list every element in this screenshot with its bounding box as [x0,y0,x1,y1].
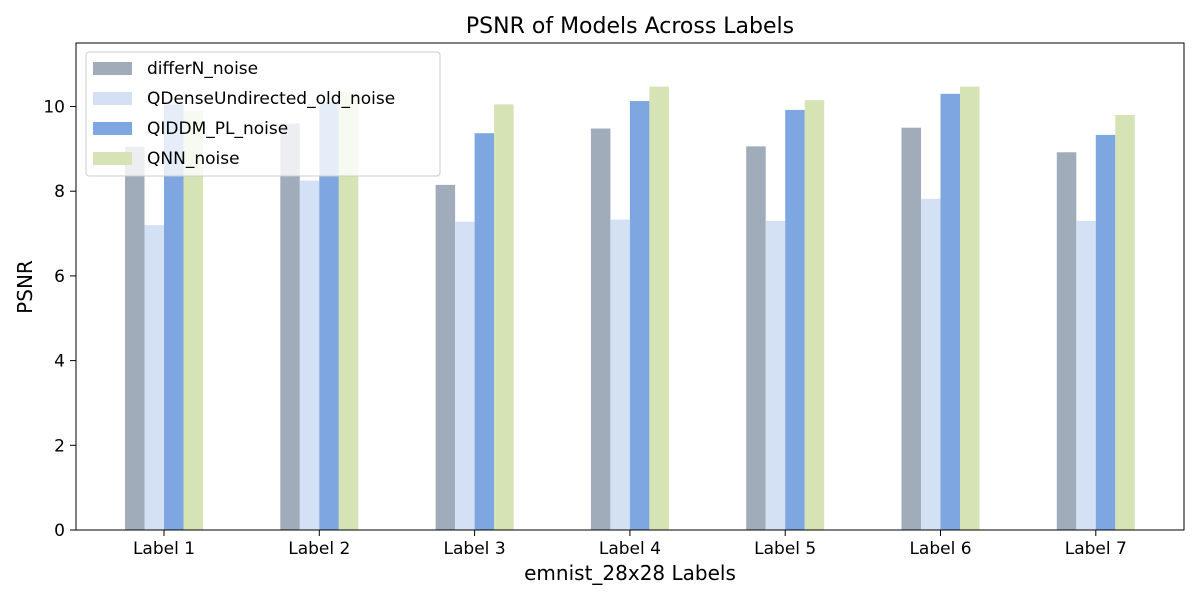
plot-frame [75,42,1185,531]
bar-QIDDM_PL_noise-1 [319,102,339,530]
x-tick-label: Label 1 [133,539,195,559]
bar-differN_noise-6 [1056,152,1077,530]
bar-QNN_noise-1 [338,91,359,530]
bar-QDenseUndirected_old_noise-5 [921,198,941,530]
y-tick-label: 4 [54,352,65,372]
legend-label: QIDDM_PL_noise [147,119,288,139]
bar-differN_noise-2 [435,184,456,530]
bar-QIDDM_PL_noise-5 [940,93,960,530]
bar-differN_noise-5 [901,127,921,530]
legend-box [85,51,441,177]
legend-label: QNN_noise [147,149,240,169]
bar-QDenseUndirected_old_noise-0 [144,225,164,530]
bar-QIDDM_PL_noise-2 [474,133,495,530]
bar-QNN_noise-4 [804,100,825,531]
bar-group [125,86,1135,531]
x-tick-label: Label 4 [599,539,661,559]
bar-QNN_noise-6 [1115,114,1135,531]
bar-QDenseUndirected_old_noise-3 [610,219,630,530]
legend-label: QDenseUndirected_old_noise [147,89,395,109]
bar-QDenseUndirected_old_noise-2 [455,221,475,530]
bar-QNN_noise-3 [649,86,669,531]
x-tick-label: Label 2 [288,539,350,559]
x-axis: Label 1 Label 2 Label 3 Label 4 Label 5 Label… [133,530,1127,559]
x-tick-label: Label 6 [909,539,971,559]
legend-swatch [93,62,132,75]
legend-swatch [93,152,132,165]
y-tick-label: 2 [54,436,65,456]
bar-QNN_noise-0 [183,110,203,530]
y-tick-label: 0 [54,521,65,541]
bar-QDenseUndirected_old_noise-1 [299,180,320,530]
y-axis-title: PSNR [13,260,37,314]
bar-QIDDM_PL_noise-0 [164,104,184,531]
y-tick-label: 10 [43,98,65,118]
y-tick-label: 6 [54,267,65,287]
x-axis-title: emnist_28x28 Labels [524,561,736,585]
y-axis: 0 2 4 6 8 10 [43,98,76,541]
bar-differN_noise-0 [125,146,145,530]
y-tick-label: 8 [54,182,65,202]
bar-QIDDM_PL_noise-6 [1095,134,1116,530]
chart-title: PSNR of Models Across Labels [466,14,794,39]
bar-differN_noise-4 [746,146,766,530]
bar-differN_noise-3 [590,128,611,531]
legend: differN_noise QDenseUndirected_old_noise Q… [85,51,441,177]
legend-swatch [93,92,132,105]
legend-label: differN_noise [147,59,258,79]
bar-QDenseUndirected_old_noise-6 [1076,220,1096,531]
bar-QIDDM_PL_noise-3 [629,101,650,531]
bar-differN_noise-1 [280,123,300,531]
bar-QDenseUndirected_old_noise-4 [765,220,786,531]
x-tick-label: Label 5 [754,539,816,559]
x-tick-label: Label 3 [444,539,506,559]
bar-QIDDM_PL_noise-4 [785,109,805,530]
bar-QNN_noise-5 [960,86,980,531]
bar-QNN_noise-2 [494,104,514,531]
legend-swatch [93,122,132,135]
x-tick-label: Label 7 [1065,539,1127,559]
